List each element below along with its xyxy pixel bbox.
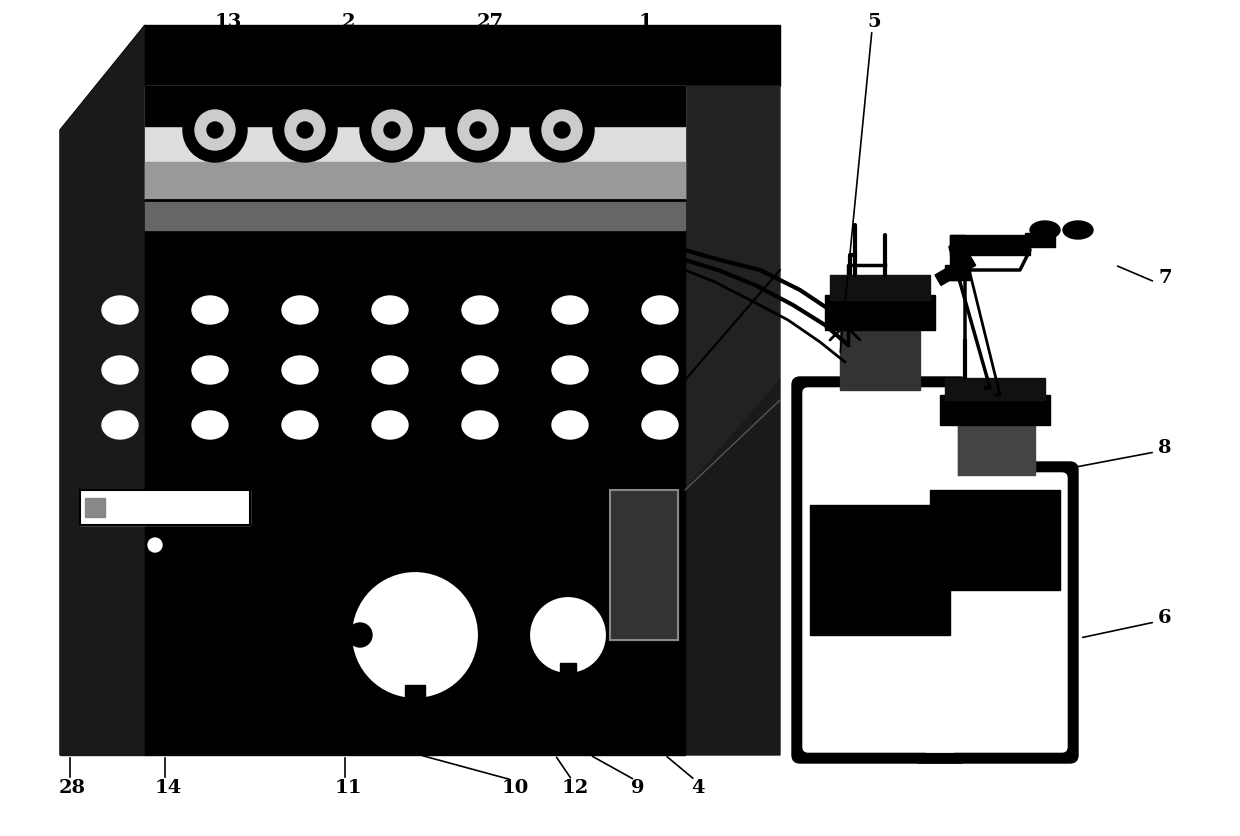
Polygon shape — [684, 380, 780, 755]
Bar — [940, 395, 1050, 425]
Ellipse shape — [642, 411, 678, 439]
Ellipse shape — [372, 356, 408, 384]
Bar — [945, 378, 1045, 400]
Bar — [610, 490, 678, 640]
Text: 12: 12 — [562, 779, 589, 797]
Ellipse shape — [372, 411, 408, 439]
Ellipse shape — [192, 296, 228, 324]
Ellipse shape — [463, 296, 498, 324]
Circle shape — [350, 570, 480, 700]
Text: 10: 10 — [501, 779, 528, 797]
Ellipse shape — [1063, 221, 1092, 239]
Ellipse shape — [102, 296, 138, 324]
Ellipse shape — [642, 296, 678, 324]
Bar — [405, 685, 425, 705]
Circle shape — [446, 98, 510, 162]
Circle shape — [528, 595, 608, 675]
Ellipse shape — [552, 411, 588, 439]
Bar — [1025, 233, 1055, 247]
Polygon shape — [60, 25, 145, 755]
Ellipse shape — [372, 296, 408, 324]
Text: 14: 14 — [154, 779, 181, 797]
Ellipse shape — [192, 356, 228, 384]
Text: 5: 5 — [867, 13, 880, 31]
Circle shape — [542, 110, 582, 150]
Polygon shape — [145, 86, 684, 755]
Text: 2: 2 — [341, 13, 355, 31]
Text: 1: 1 — [639, 13, 652, 31]
Ellipse shape — [642, 356, 678, 384]
Circle shape — [184, 98, 247, 162]
Ellipse shape — [463, 411, 498, 439]
Circle shape — [148, 538, 162, 552]
Ellipse shape — [102, 411, 138, 439]
Bar — [610, 490, 678, 640]
Circle shape — [554, 122, 570, 138]
Bar — [955, 420, 1035, 475]
Ellipse shape — [281, 296, 317, 324]
Bar — [830, 275, 930, 300]
Bar — [145, 162, 684, 200]
Circle shape — [384, 122, 401, 138]
Circle shape — [285, 110, 325, 150]
Polygon shape — [684, 86, 780, 490]
Circle shape — [273, 98, 337, 162]
Ellipse shape — [1030, 221, 1060, 239]
Circle shape — [360, 98, 424, 162]
Bar — [81, 490, 250, 525]
Bar — [825, 295, 935, 330]
Ellipse shape — [463, 356, 498, 384]
Text: 6: 6 — [1158, 609, 1172, 627]
Bar — [145, 86, 684, 126]
Bar — [86, 498, 105, 517]
Text: 13: 13 — [215, 13, 242, 31]
Text: 27: 27 — [476, 13, 503, 31]
Bar — [945, 265, 970, 280]
Circle shape — [529, 98, 594, 162]
Ellipse shape — [552, 356, 588, 384]
Circle shape — [298, 122, 312, 138]
Ellipse shape — [192, 411, 228, 439]
Bar — [81, 490, 250, 525]
Bar — [560, 663, 577, 679]
Circle shape — [195, 110, 236, 150]
FancyBboxPatch shape — [911, 462, 1078, 763]
Polygon shape — [60, 25, 145, 755]
Circle shape — [458, 110, 498, 150]
Circle shape — [470, 122, 486, 138]
Ellipse shape — [281, 356, 317, 384]
Text: 11: 11 — [335, 779, 362, 797]
Text: 8: 8 — [1158, 439, 1172, 457]
Ellipse shape — [281, 411, 317, 439]
FancyBboxPatch shape — [792, 377, 968, 763]
Bar — [935, 255, 976, 285]
Ellipse shape — [102, 356, 138, 384]
Circle shape — [348, 623, 372, 647]
FancyBboxPatch shape — [923, 473, 1066, 752]
Bar — [145, 200, 684, 230]
Bar — [839, 325, 920, 390]
Circle shape — [207, 122, 223, 138]
Text: 28: 28 — [58, 779, 86, 797]
Polygon shape — [145, 86, 684, 200]
Text: 9: 9 — [631, 779, 645, 797]
Circle shape — [372, 110, 412, 150]
Bar — [950, 235, 1030, 255]
FancyBboxPatch shape — [804, 388, 957, 752]
Polygon shape — [145, 25, 780, 86]
Bar — [810, 505, 950, 635]
Ellipse shape — [552, 296, 588, 324]
Bar — [950, 235, 965, 280]
Bar — [930, 490, 1060, 590]
Text: 7: 7 — [1158, 269, 1172, 287]
Text: 4: 4 — [691, 779, 704, 797]
